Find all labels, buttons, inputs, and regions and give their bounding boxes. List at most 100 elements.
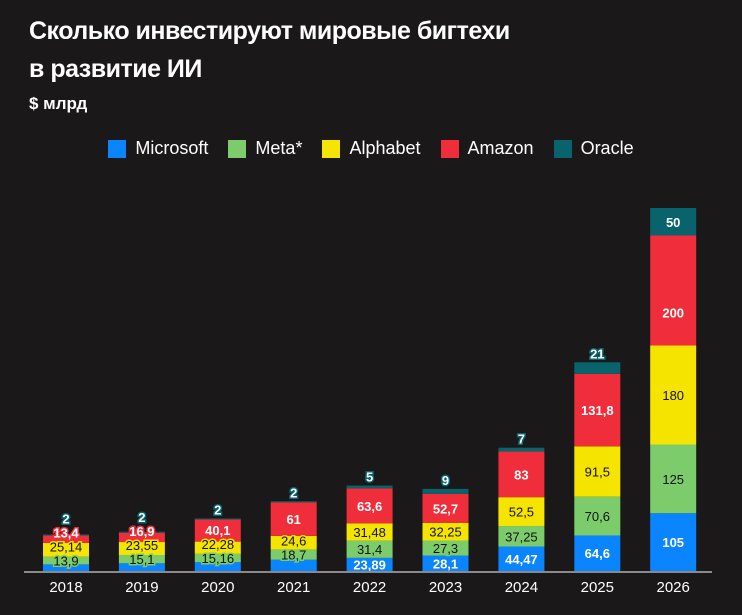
data-label: 9 <box>442 473 449 488</box>
legend-swatch <box>228 139 247 158</box>
data-label: 23,89 <box>353 557 386 572</box>
bar-meta-2019 <box>118 554 165 564</box>
bar-alphabet-2018 <box>43 542 89 557</box>
data-label: 22,28 <box>202 537 235 552</box>
data-label: 2 <box>62 512 69 527</box>
data-label: 15,16 <box>202 551 235 566</box>
data-label: 2 <box>214 502 221 517</box>
x-tick-label: 2018 <box>49 579 82 596</box>
data-label: 105 <box>662 535 684 550</box>
legend-label: Alphabet <box>349 138 421 158</box>
data-label: 5 <box>366 470 373 485</box>
bar-alphabet-2025 <box>574 446 621 497</box>
data-label: 50 <box>666 215 680 230</box>
bar-amazon-2020 <box>194 519 241 542</box>
data-label: 52,7 <box>433 501 458 516</box>
bar-meta-2020 <box>194 553 241 563</box>
data-label: 91,5 <box>585 464 610 479</box>
bar-oracle-2026 <box>650 208 697 236</box>
bar-meta-2025 <box>574 496 621 536</box>
bar-amazon-2022 <box>346 488 393 524</box>
chart-subtitle: $ млрд <box>29 94 88 113</box>
bar-microsoft-2025 <box>574 535 621 571</box>
data-label: 52,5 <box>509 505 534 520</box>
bar-meta-2018 <box>43 556 89 565</box>
bar-microsoft-2023 <box>422 555 469 571</box>
data-label: 31,48 <box>353 525 386 540</box>
x-tick-label: 2022 <box>353 579 386 596</box>
legend-item-alphabet: Alphabet <box>322 138 421 159</box>
bar-alphabet-2026 <box>650 345 697 445</box>
bar-oracle-2020 <box>194 518 241 520</box>
bar-microsoft-2024 <box>498 546 545 571</box>
bar-meta-2026 <box>650 444 697 514</box>
data-label: 15,1 <box>129 552 154 567</box>
bar-amazon-2021 <box>270 502 317 536</box>
legend-label: Microsoft <box>135 138 209 158</box>
chart-title-line-2: в развитие ИИ <box>29 55 202 83</box>
data-label: 40,1 <box>205 523 230 538</box>
data-label: 37,25 <box>505 529 538 544</box>
legend-swatch <box>108 139 127 158</box>
legend-item-amazon: Amazon <box>440 138 534 159</box>
data-label: 180 <box>662 388 684 403</box>
data-label: 24,6 <box>281 534 306 549</box>
data-label: 200 <box>662 306 684 321</box>
data-label: 63,6 <box>357 499 382 514</box>
data-label: 13,9 <box>53 554 78 569</box>
legend-label: Oracle <box>580 138 634 158</box>
bar-oracle-2019 <box>118 531 165 533</box>
data-label: 61 <box>286 512 300 527</box>
data-label: 18,7 <box>281 548 306 563</box>
bar-oracle-2024 <box>498 447 545 452</box>
x-tick-label: 2024 <box>505 579 538 596</box>
bar-meta-2022 <box>346 540 393 558</box>
bar-amazon-2018 <box>43 535 89 543</box>
data-label: 131,8 <box>581 403 614 418</box>
bar-alphabet-2020 <box>194 541 241 554</box>
bar-oracle-2018 <box>43 534 89 536</box>
bar-amazon-2019 <box>118 532 165 543</box>
data-label: 2 <box>138 510 145 525</box>
x-tick-label: 2020 <box>201 579 234 596</box>
data-label: 2 <box>290 485 297 500</box>
bar-alphabet-2022 <box>346 523 393 541</box>
bar-amazon-2023 <box>422 493 469 523</box>
x-tick-label: 2019 <box>125 579 158 596</box>
data-label: 70,6 <box>585 509 610 524</box>
chart-title-line-1: Сколько инвестируют мировые бигтехи <box>29 17 510 45</box>
data-label: 16,9 <box>129 524 154 539</box>
bar-meta-2023 <box>422 540 469 556</box>
legend: Microsoft Meta* Alphabet Amazon Oracle <box>0 138 742 159</box>
data-label: 44,47 <box>505 552 538 567</box>
bar-oracle-2025 <box>574 362 621 374</box>
legend-label: Amazon <box>467 138 534 158</box>
legend-item-meta: Meta* <box>228 138 302 159</box>
x-tick-label: 2023 <box>429 579 462 596</box>
x-tick-label: 2021 <box>277 579 310 596</box>
bar-alphabet-2019 <box>118 542 165 555</box>
bar-amazon-2025 <box>574 373 621 447</box>
bar-microsoft-2019 <box>118 563 165 571</box>
bar-oracle-2023 <box>422 488 469 494</box>
data-label: 31,4 <box>357 542 382 557</box>
data-label: 23,55 <box>126 538 159 553</box>
bar-alphabet-2021 <box>270 535 317 550</box>
legend-item-microsoft: Microsoft <box>108 138 208 159</box>
bar-oracle-2022 <box>346 485 393 489</box>
data-label: 125 <box>662 472 684 487</box>
legend-label: Meta* <box>255 138 303 158</box>
x-tick-label: 2026 <box>657 579 690 596</box>
bar-microsoft-2021 <box>270 559 317 571</box>
legend-swatch <box>440 139 459 158</box>
bar-amazon-2024 <box>498 451 545 498</box>
data-label: 13,4 <box>53 526 79 541</box>
bar-microsoft-2020 <box>194 562 241 571</box>
bar-microsoft-2018 <box>43 564 89 571</box>
bar-oracle-2021 <box>270 501 317 503</box>
data-label: 21 <box>590 346 604 361</box>
data-label: 64,6 <box>585 546 610 561</box>
bar-amazon-2026 <box>650 235 697 346</box>
bar-microsoft-2022 <box>346 557 393 571</box>
